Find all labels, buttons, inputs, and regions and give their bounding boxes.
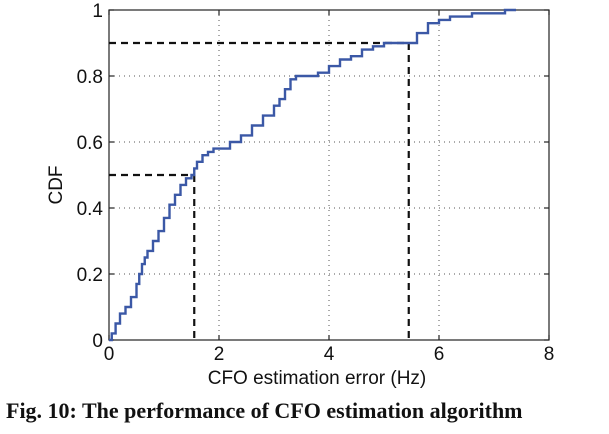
- y-tick-label: 0.6: [77, 133, 103, 154]
- x-axis-label: CFO estimation error (Hz): [208, 368, 427, 389]
- y-tick-label: 0.4: [77, 199, 104, 220]
- y-tick-label: 0.2: [77, 265, 103, 286]
- x-tick-label: 0: [104, 344, 115, 365]
- x-tick-label: 8: [544, 344, 555, 365]
- y-tick-label: 0: [92, 331, 103, 352]
- y-axis-label: CDF: [46, 165, 67, 204]
- x-tick-label: 6: [434, 344, 445, 365]
- y-tick-label: 1: [92, 1, 103, 22]
- cdf-series-line: [109, 8, 516, 342]
- x-tick-label: 4: [324, 344, 335, 365]
- y-tick-label: 0.8: [77, 67, 103, 88]
- figure-caption: Fig. 10: The performance of CFO estimati…: [6, 398, 523, 423]
- x-tick-label: 2: [214, 344, 225, 365]
